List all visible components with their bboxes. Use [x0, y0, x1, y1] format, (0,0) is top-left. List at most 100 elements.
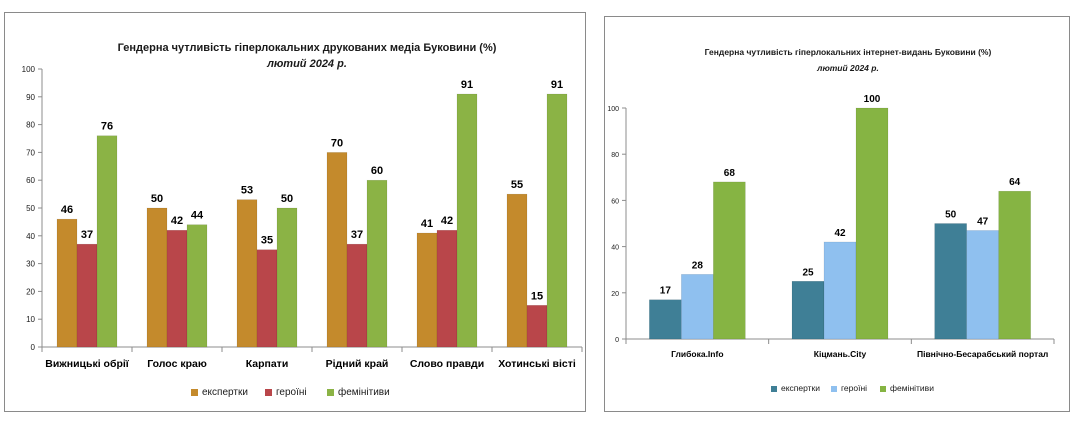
y-tick-label: 80: [26, 121, 35, 130]
y-tick-label: 50: [26, 204, 35, 213]
y-tick-label: 80: [611, 152, 619, 159]
category-label: Голос краю: [147, 358, 207, 370]
bar: [186, 224, 208, 348]
data-label: 42: [834, 228, 846, 239]
bar: [76, 243, 98, 348]
legend-swatch: [831, 386, 837, 392]
bar: [823, 241, 857, 340]
y-tick-label: 40: [26, 232, 35, 241]
legend-swatch: [771, 386, 777, 392]
data-label: 64: [1009, 177, 1021, 188]
bar: [791, 281, 825, 340]
data-label: 91: [551, 79, 563, 91]
y-tick-label: 20: [26, 287, 35, 296]
data-label: 42: [441, 215, 453, 227]
data-label: 100: [864, 94, 881, 105]
bar: [526, 305, 548, 348]
legend-swatch: [265, 389, 272, 396]
category-label: Слово правди: [410, 358, 484, 370]
data-label: 25: [802, 267, 814, 278]
y-tick-label: 60: [611, 198, 619, 205]
bar: [681, 274, 714, 340]
y-tick-label: 100: [607, 106, 619, 113]
bar: [366, 179, 388, 348]
data-label: 60: [371, 165, 383, 177]
data-label: 37: [81, 229, 93, 241]
online-media-chart: Гендерна чутливість гіперлокальних інтер…: [607, 47, 1055, 393]
data-label: 35: [261, 235, 273, 247]
chart-subtitle: лютий 2024 р.: [816, 63, 879, 73]
data-label: 68: [724, 168, 736, 179]
legend-label: експертки: [781, 383, 820, 393]
bar: [713, 181, 746, 340]
data-label: 44: [191, 210, 204, 222]
data-label: 17: [660, 286, 672, 297]
print-media-chart: Гендерна чутливість гіперлокальних друко…: [22, 42, 583, 398]
y-tick-label: 100: [22, 65, 36, 74]
y-tick-label: 90: [26, 93, 35, 102]
bar: [456, 93, 478, 348]
legend-label: фемінітиви: [890, 383, 934, 393]
data-label: 42: [171, 215, 183, 227]
bar: [855, 107, 889, 340]
category-label: Глибока.Info: [671, 349, 723, 359]
category-label: Карпати: [246, 358, 289, 370]
legend-label: експертки: [202, 387, 248, 398]
legend-swatch: [880, 386, 886, 392]
data-label: 50: [151, 193, 163, 205]
y-tick-label: 0: [615, 337, 619, 344]
data-label: 47: [977, 216, 989, 227]
bar: [934, 223, 967, 340]
y-tick-label: 60: [26, 176, 35, 185]
data-label: 41: [421, 218, 433, 230]
legend-label: фемінітиви: [338, 386, 390, 398]
data-label: 53: [241, 185, 253, 197]
bar: [649, 299, 682, 340]
y-tick-label: 30: [26, 260, 35, 269]
bar: [436, 229, 458, 348]
data-label: 50: [281, 193, 293, 205]
data-label: 70: [331, 137, 343, 149]
bar: [276, 207, 298, 348]
y-tick-label: 40: [611, 245, 619, 252]
chart-title: Гендерна чутливість гіперлокальних друко…: [118, 42, 497, 54]
legend-swatch: [191, 389, 198, 396]
bar: [236, 199, 258, 348]
category-label: Хотинські вісті: [498, 358, 576, 370]
category-label: Вижницькі обрії: [45, 358, 130, 370]
bar: [96, 135, 118, 348]
y-tick-label: 20: [611, 291, 619, 298]
data-label: 28: [692, 260, 704, 271]
chart-subtitle: лютий 2024 р.: [266, 58, 347, 70]
bar: [326, 152, 348, 348]
data-label: 76: [101, 121, 113, 133]
bar: [146, 207, 168, 348]
bar: [546, 93, 568, 348]
bar: [416, 232, 438, 348]
legend-label: героїні: [841, 383, 867, 393]
y-tick-label: 0: [31, 343, 36, 352]
bar: [256, 249, 278, 348]
category-label: Рідний край: [326, 358, 389, 370]
data-label: 91: [461, 79, 473, 91]
chart-title: Гендерна чутливість гіперлокальних інтер…: [705, 47, 992, 57]
data-label: 37: [351, 229, 363, 241]
legend-swatch: [327, 389, 334, 396]
data-label: 55: [511, 179, 523, 191]
print-media-chart-panel: Гендерна чутливість гіперлокальних друко…: [4, 12, 586, 412]
legend-label: героїні: [276, 387, 307, 398]
online-media-chart-panel: Гендерна чутливість гіперлокальних інтер…: [604, 16, 1070, 412]
y-tick-label: 10: [26, 315, 35, 324]
bar: [506, 193, 528, 348]
category-label: Кіцмань.City: [814, 349, 867, 359]
bar: [966, 230, 999, 340]
data-label: 50: [945, 210, 957, 221]
data-label: 46: [61, 204, 73, 216]
bar: [346, 243, 368, 348]
category-label: Північно-Бесарабський портал: [917, 349, 1048, 359]
bar: [998, 190, 1031, 340]
data-label: 15: [531, 290, 543, 302]
bar: [166, 229, 188, 348]
y-tick-label: 70: [26, 148, 35, 157]
bar: [56, 218, 78, 348]
